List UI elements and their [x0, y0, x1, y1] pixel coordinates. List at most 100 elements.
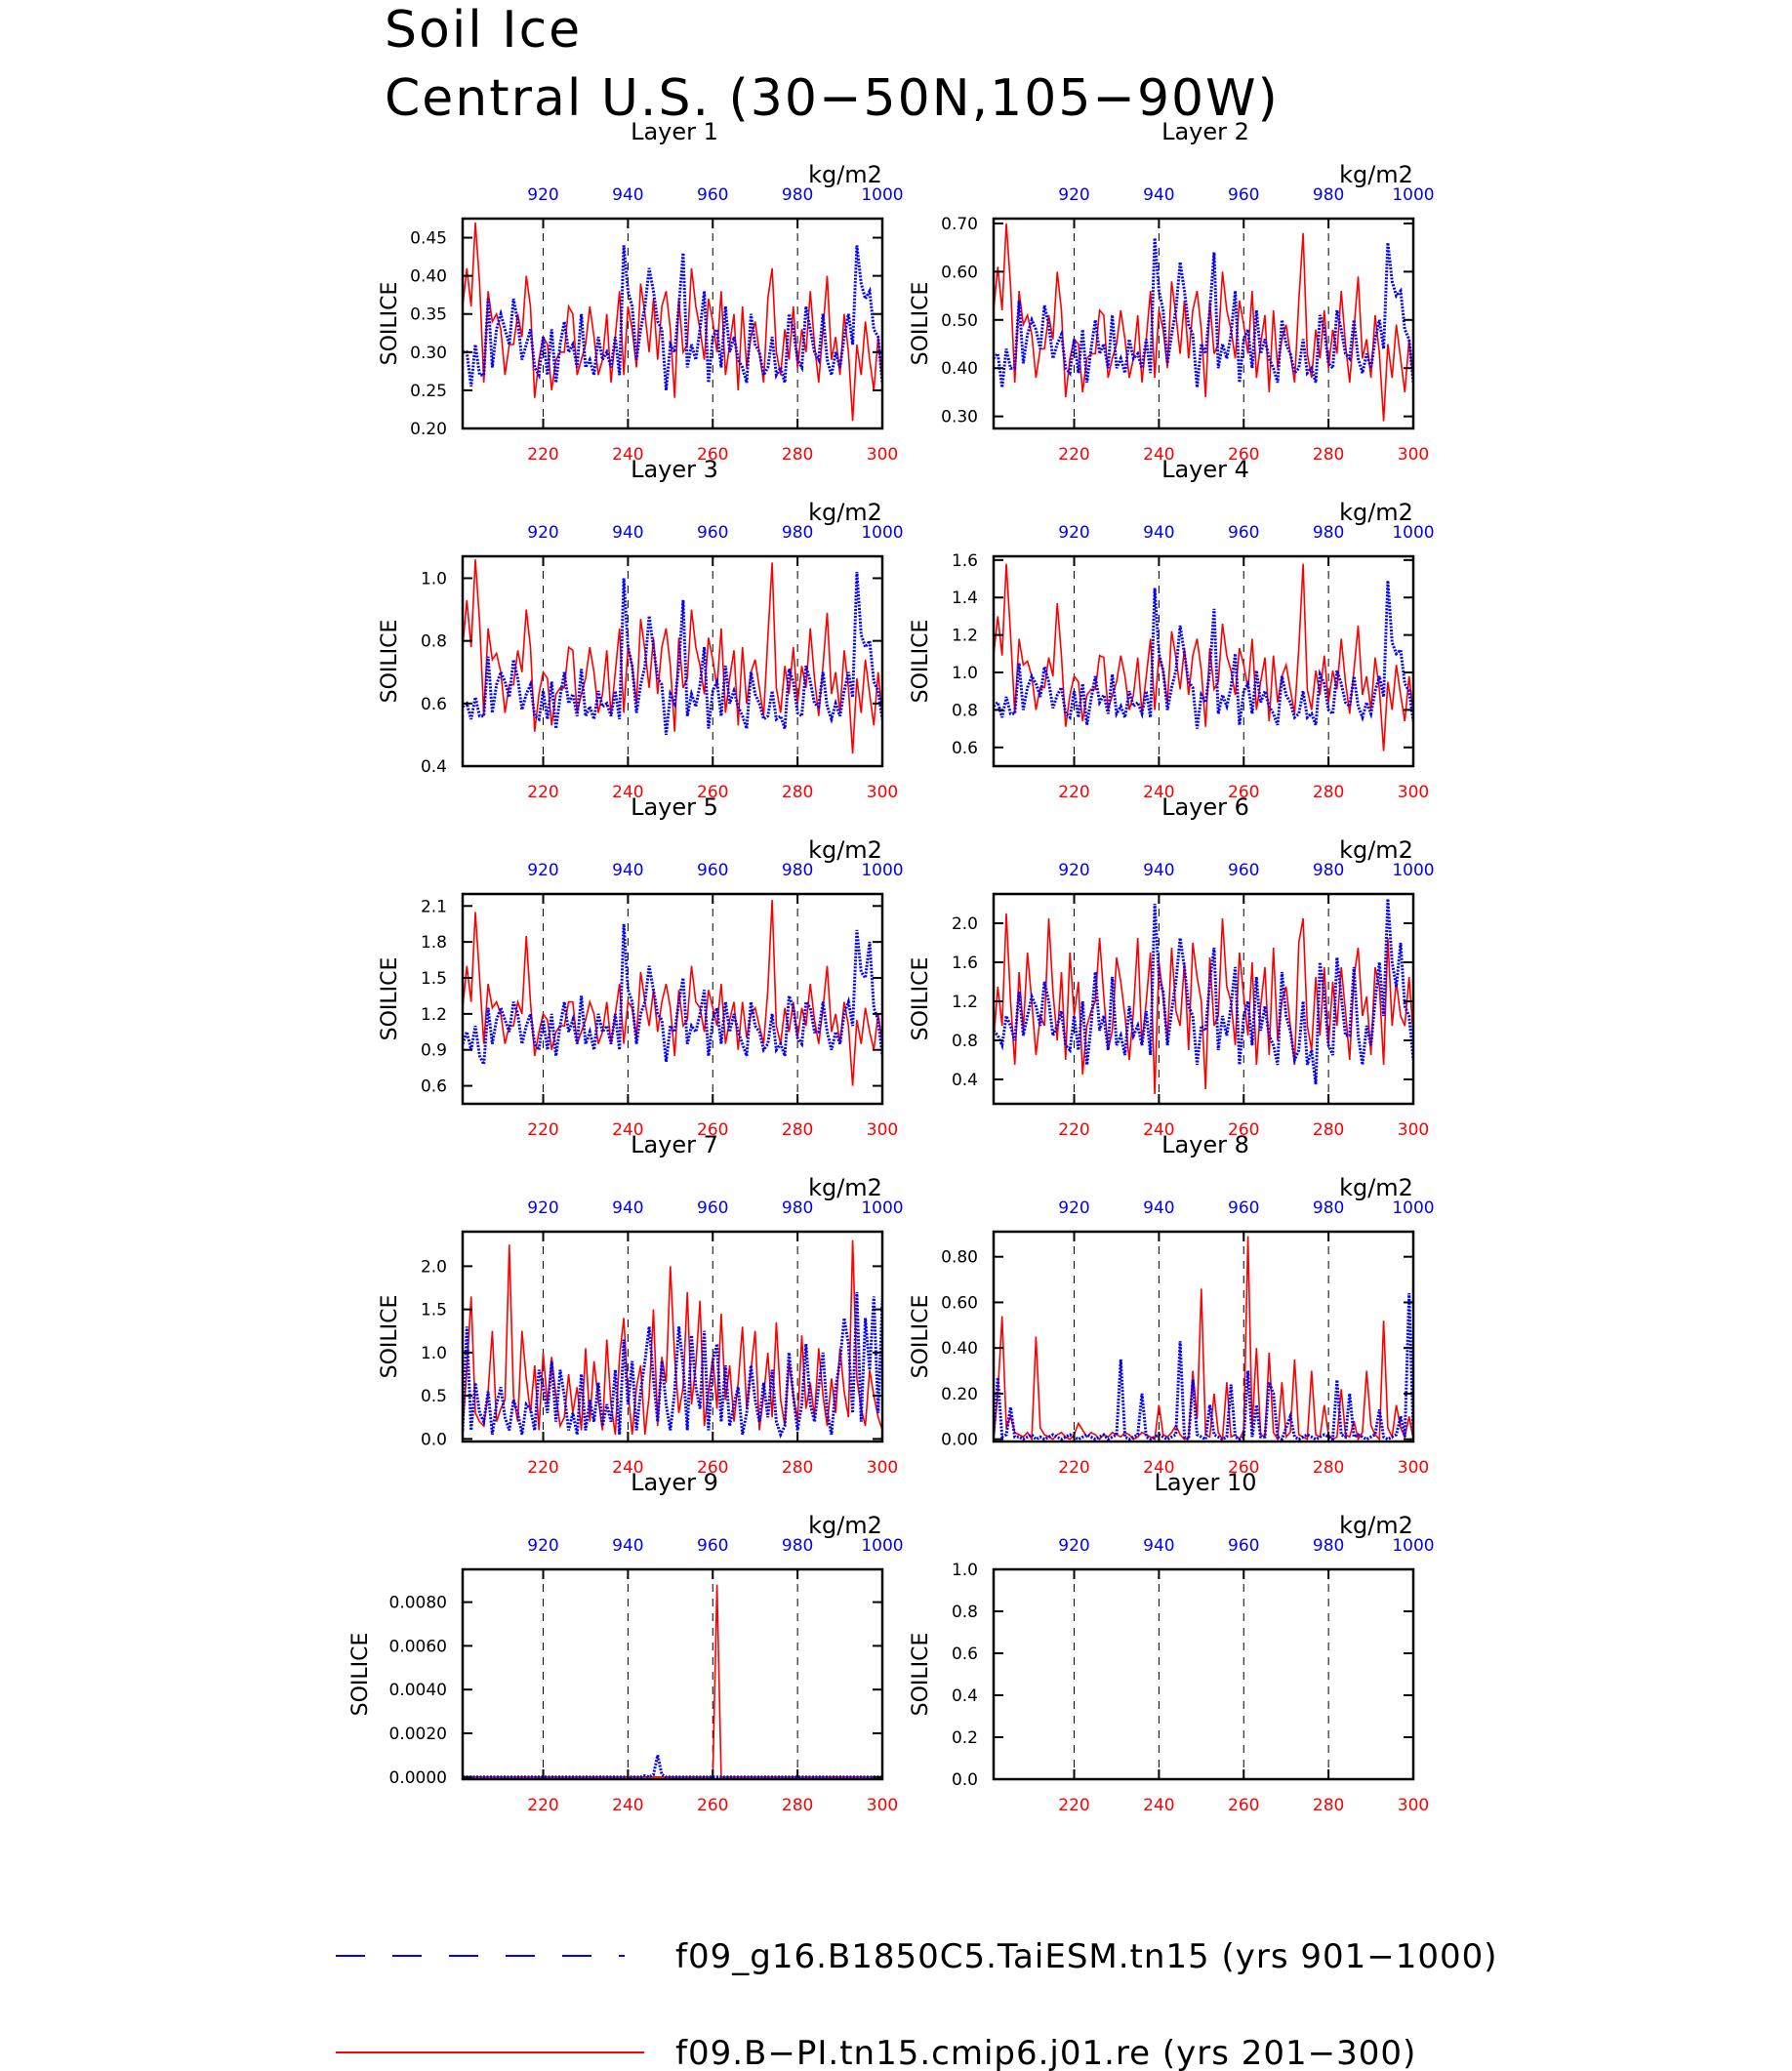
x-tick-label-bottom: 280 — [1313, 1796, 1344, 1815]
x-tick-label-top: 1000 — [1392, 1536, 1434, 1556]
x-tick-label-top: 1000 — [861, 185, 903, 205]
series-blue-line — [463, 1291, 882, 1439]
y-tick-label: 1.0 — [952, 664, 978, 683]
y-tick-label: 0.50 — [941, 311, 978, 331]
y-tick-label: 1.2 — [421, 1005, 447, 1025]
x-tick-label-top: 920 — [1058, 1198, 1089, 1218]
x-tick-label-top: 960 — [697, 523, 728, 543]
x-tick-label-bottom: 260 — [697, 1796, 728, 1815]
x-tick-label-bottom: 260 — [1228, 445, 1259, 465]
x-tick-label-top: 1000 — [1392, 523, 1434, 543]
y-tick-label: 0.0000 — [389, 1768, 447, 1788]
panel-title: Layer 1 — [631, 118, 718, 145]
x-tick-label-bottom: 240 — [612, 445, 643, 465]
x-tick-label-top: 980 — [1313, 1198, 1344, 1218]
legend: f09_g16.B1850C5.TaiESM.tn15 (yrs 901−100… — [336, 1937, 1497, 2071]
x-tick-label-top: 960 — [697, 185, 728, 205]
y-tick-label: 1.2 — [952, 627, 978, 646]
x-tick-label-bottom: 220 — [1058, 1120, 1089, 1140]
x-tick-label-bottom: 260 — [697, 445, 728, 465]
y-axis-label: SOILICE — [378, 282, 402, 366]
series-red-line — [994, 563, 1413, 751]
y-tick-label: 1.4 — [952, 589, 978, 608]
plot-frame — [992, 892, 1415, 1106]
x-tick-label-bottom: 260 — [1228, 1458, 1259, 1478]
x-tick-label-top: 940 — [612, 523, 643, 543]
unit-label: kg/m2 — [1339, 161, 1413, 188]
y-axis-label: SOILICE — [909, 282, 933, 366]
x-tick-label-top: 980 — [1313, 861, 1344, 880]
x-tick-label-bottom: 240 — [612, 1796, 643, 1815]
series-blue-line — [994, 898, 1413, 1085]
x-tick-label-top: 940 — [612, 1536, 643, 1556]
y-axis-label: SOILICE — [909, 620, 933, 704]
y-tick-label: 0.30 — [941, 408, 978, 427]
y-tick-label: 0.0020 — [389, 1725, 447, 1744]
panel-title: Layer 4 — [1161, 456, 1249, 483]
panel-title: Layer 2 — [1161, 118, 1249, 145]
y-tick-label: 0.5 — [421, 1387, 447, 1406]
x-tick-label-bottom: 240 — [612, 1458, 643, 1478]
panel-layer-10: Layer 10 kg/m2 0.0 0.2 0.4 0.6 0.8 1.0 SOILICE 22… — [909, 1469, 1435, 1815]
panel-grid: Layer 1 kg/m2 0.20 0.25 0.30 0.35 0.40 0.45 SOIL… — [348, 118, 1435, 1815]
y-tick-label: 2.0 — [421, 1257, 447, 1277]
x-tick-label-top: 1000 — [1392, 861, 1434, 880]
x-tick-label-top: 980 — [782, 1536, 813, 1556]
x-tick-label-bottom: 240 — [1143, 783, 1174, 802]
x-tick-label-top: 980 — [782, 185, 813, 205]
y-tick-label: 1.6 — [952, 954, 978, 973]
series-red-line — [463, 1584, 882, 1778]
figure-title-line2: Central U.S. (30−50N,105−90W) — [385, 69, 1280, 128]
y-tick-label: 0.4 — [952, 1686, 978, 1706]
x-tick-label-bottom: 300 — [867, 1796, 898, 1815]
y-tick-label: 0.30 — [410, 344, 447, 363]
y-tick-label: 0.0080 — [389, 1594, 447, 1613]
y-tick-label: 1.0 — [421, 569, 447, 589]
y-tick-label: 0.60 — [941, 263, 978, 282]
x-tick-label-top: 940 — [612, 861, 643, 880]
plot-frame — [992, 1567, 1415, 1781]
x-tick-label-top: 920 — [527, 861, 558, 880]
x-tick-label-bottom: 300 — [867, 445, 898, 465]
panel-title: Layer 5 — [631, 793, 718, 821]
x-tick-label-bottom: 220 — [527, 1458, 558, 1478]
unit-label: kg/m2 — [808, 161, 882, 188]
x-tick-label-top: 1000 — [861, 523, 903, 543]
x-tick-label-top: 1000 — [861, 1536, 903, 1556]
series-blue-line — [994, 580, 1413, 729]
y-tick-label: 1.8 — [421, 933, 447, 953]
y-tick-label: 0.6 — [952, 739, 978, 758]
y-tick-label: 0.20 — [410, 420, 447, 439]
y-axis-label: SOILICE — [909, 957, 933, 1041]
y-tick-label: 0.4 — [952, 1071, 978, 1090]
y-tick-label: 0.6 — [952, 1645, 978, 1664]
y-tick-label: 0.35 — [410, 305, 447, 325]
x-tick-label-top: 1000 — [861, 861, 903, 880]
x-tick-label-bottom: 260 — [697, 1458, 728, 1478]
y-axis-label: SOILICE — [378, 620, 402, 704]
series-red-line — [463, 559, 882, 754]
y-tick-label: 1.0 — [952, 1561, 978, 1580]
x-tick-label-top: 960 — [1228, 861, 1259, 880]
plot-frame — [461, 1230, 884, 1443]
x-tick-label-top: 920 — [1058, 523, 1089, 543]
plot-frame — [461, 217, 884, 430]
x-tick-label-top: 940 — [1143, 185, 1174, 205]
y-tick-label: 0.80 — [941, 1248, 978, 1268]
x-tick-label-bottom: 240 — [612, 1120, 643, 1140]
x-tick-label-bottom: 220 — [1058, 1458, 1089, 1478]
series-blue-line — [463, 1755, 882, 1779]
x-tick-label-top: 980 — [1313, 185, 1344, 205]
unit-label: kg/m2 — [808, 836, 882, 864]
x-tick-label-bottom: 300 — [867, 783, 898, 802]
x-tick-label-top: 920 — [527, 185, 558, 205]
x-tick-label-top: 980 — [782, 1198, 813, 1218]
x-tick-label-top: 1000 — [861, 1198, 903, 1218]
y-tick-label: 1.6 — [952, 551, 978, 571]
x-tick-label-bottom: 280 — [782, 1458, 813, 1478]
x-tick-label-top: 920 — [1058, 861, 1089, 880]
x-tick-label-top: 980 — [782, 861, 813, 880]
plot-frame — [461, 554, 884, 768]
x-tick-label-bottom: 260 — [1228, 783, 1259, 802]
x-tick-label-top: 960 — [697, 1536, 728, 1556]
